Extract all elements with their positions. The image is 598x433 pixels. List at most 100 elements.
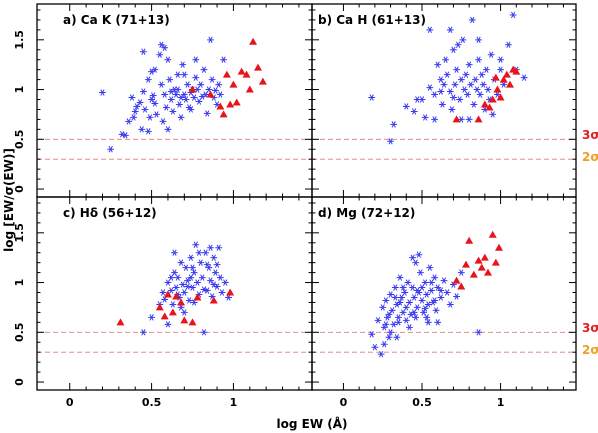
data-point-asterisk — [171, 249, 178, 256]
data-point-asterisk — [182, 264, 190, 271]
data-point-asterisk — [130, 114, 137, 121]
data-point-asterisk — [483, 66, 490, 73]
data-point-asterisk — [402, 317, 410, 324]
data-point-triangle — [452, 115, 461, 123]
data-point-triangle — [480, 253, 489, 261]
data-point-triangle — [491, 73, 500, 81]
data-point-triangle — [219, 110, 228, 118]
data-point-asterisk — [185, 297, 193, 304]
data-point-asterisk — [391, 284, 399, 291]
data-point-asterisk — [195, 249, 203, 256]
data-point-triangle — [485, 103, 494, 111]
y-tick-label: 0 — [13, 185, 26, 193]
data-point-asterisk — [197, 81, 205, 88]
data-point-asterisk — [415, 251, 423, 258]
data-point-asterisk — [446, 88, 454, 95]
data-point-asterisk — [202, 91, 210, 98]
data-point-asterisk — [174, 86, 182, 93]
data-point-asterisk — [475, 329, 482, 336]
data-point-asterisk — [478, 71, 486, 78]
data-point-asterisk — [402, 304, 410, 311]
data-point-asterisk — [215, 244, 223, 251]
data-point-asterisk — [439, 101, 446, 108]
x-tick-label: 0 — [340, 396, 348, 409]
data-point-asterisk — [450, 46, 457, 53]
data-point-asterisk — [99, 89, 106, 96]
data-point-triangle — [177, 298, 186, 306]
data-point-asterisk — [424, 319, 432, 326]
data-point-asterisk — [207, 244, 214, 251]
data-point-asterisk — [156, 51, 164, 58]
data-point-asterisk — [107, 146, 115, 153]
data-point-asterisk — [121, 132, 129, 139]
data-point-asterisk — [382, 321, 390, 328]
data-point-asterisk — [138, 126, 146, 133]
data-point-asterisk — [472, 76, 479, 83]
data-point-asterisk — [451, 81, 459, 88]
data-point-asterisk — [195, 98, 203, 105]
data-point-asterisk — [448, 106, 456, 113]
panel-c: 0 0.5 1 1.5 0 0.5 1 — [13, 196, 313, 409]
data-point-asterisk — [424, 301, 432, 308]
x-tick-label: 0.5 — [412, 396, 432, 409]
data-point-triangle — [474, 256, 483, 264]
data-point-asterisk — [179, 281, 187, 288]
data-point-asterisk — [456, 96, 464, 103]
x-tick-label: 1 — [230, 396, 238, 409]
sigma2-label-top: 2σ — [582, 150, 598, 164]
data-point-triangle — [469, 270, 478, 278]
data-point-asterisk — [210, 281, 218, 288]
data-point-asterisk — [428, 287, 435, 294]
data-point-asterisk — [497, 66, 504, 73]
data-point-asterisk — [432, 307, 440, 314]
data-point-asterisk — [207, 36, 214, 44]
data-point-triangle — [253, 63, 262, 71]
data-point-asterisk — [484, 86, 492, 93]
data-point-asterisk — [148, 314, 155, 321]
data-point-triangle — [477, 263, 486, 271]
data-point-asterisk — [440, 81, 448, 88]
data-point-asterisk — [128, 94, 136, 101]
data-point-asterisk — [410, 309, 418, 316]
data-point-asterisk — [401, 289, 409, 296]
data-point-asterisk — [395, 319, 402, 326]
data-point-asterisk — [520, 74, 528, 81]
data-point-asterisk — [406, 299, 413, 306]
data-point-asterisk — [398, 294, 405, 301]
data-point-asterisk — [190, 269, 198, 276]
data-point-asterisk — [368, 331, 376, 338]
data-point-asterisk — [131, 108, 139, 115]
data-point-asterisk — [133, 103, 141, 110]
data-point-asterisk — [505, 41, 512, 48]
data-point-asterisk — [184, 81, 191, 88]
data-point-asterisk — [380, 341, 388, 348]
data-point-triangle — [226, 288, 235, 296]
data-point-triangle — [168, 308, 177, 316]
data-point-asterisk — [465, 61, 473, 68]
data-point-asterisk — [148, 68, 155, 75]
data-point-asterisk — [461, 86, 468, 93]
data-point-asterisk — [141, 106, 149, 113]
data-point-asterisk — [479, 81, 487, 88]
panel-d: 0 0.5 1 — [311, 196, 577, 409]
data-point-asterisk — [216, 91, 224, 98]
data-point-triangle — [512, 67, 521, 75]
data-point-asterisk — [462, 71, 470, 78]
data-point-triangle — [226, 100, 235, 108]
data-point-triangle — [160, 312, 169, 320]
data-point-triangle — [465, 236, 474, 244]
data-point-asterisk — [390, 121, 398, 128]
data-point-triangle — [480, 100, 489, 108]
data-point-triangle — [229, 80, 238, 88]
data-point-asterisk — [161, 91, 169, 98]
data-point-asterisk — [200, 286, 208, 293]
data-point-asterisk — [187, 274, 195, 281]
data-point-triangle — [491, 258, 500, 266]
data-point-asterisk — [385, 311, 393, 318]
panel-frame-a — [36, 3, 313, 198]
y-tick-label: 0.5 — [13, 323, 26, 343]
data-point-asterisk — [174, 274, 182, 281]
data-point-asterisk — [174, 71, 182, 78]
data-point-asterisk — [446, 26, 454, 34]
data-point-triangle — [232, 98, 241, 106]
